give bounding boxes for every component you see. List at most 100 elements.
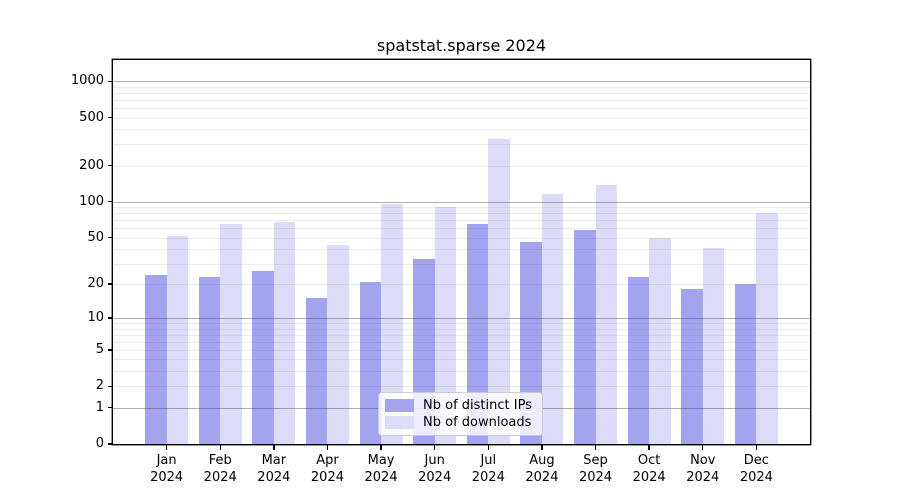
gridline-minor-5 [113, 349, 810, 351]
gridline-minor-80 [113, 213, 810, 215]
x-tick-label-month: May [367, 453, 395, 468]
bar-nb-of-downloads-mar [273, 221, 296, 444]
gridline-minor-800 [113, 92, 810, 94]
x-tick-label-month: Apr [316, 453, 339, 468]
bar-nb-of-distinct-ips-jul [466, 224, 489, 444]
y-tick-0 [107, 443, 113, 445]
x-tick-label-year: 2024 [257, 470, 291, 485]
bar-nb-of-distinct-ips-apr [305, 298, 328, 444]
gridline-minor-30 [113, 263, 810, 265]
y-tick-label-2: 2 [95, 378, 104, 394]
bar-nb-of-downloads-may [381, 203, 403, 444]
x-tick-label-month: Dec [743, 453, 769, 468]
x-tick-label-year: 2024 [310, 470, 344, 485]
gridline-minor-20 [113, 284, 810, 286]
x-tick-label-jan: Jan 2024 [135, 452, 199, 486]
bar-nb-of-downloads-apr [327, 245, 349, 444]
y-tick-5 [107, 349, 113, 351]
x-tick-label-month: Sep [583, 453, 608, 468]
bar-nb-of-distinct-ips-may [359, 281, 382, 444]
x-tick-label-sep: Sep 2024 [564, 452, 628, 486]
x-tick-label-month: Feb [208, 453, 232, 468]
x-tick-label-year: 2024 [578, 470, 613, 485]
y-tick-label-0: 0 [95, 436, 104, 451]
y-tick-label-1: 1 [95, 399, 104, 415]
y-tick-10 [107, 317, 113, 319]
x-tick-label-nov: Nov 2024 [671, 452, 735, 486]
bar-nb-of-distinct-ips-sep [574, 229, 596, 444]
y-tick-label-5: 5 [95, 341, 104, 357]
x-tick-may [380, 444, 382, 450]
x-tick-jun [433, 444, 436, 450]
x-tick-label-oct: Oct 2024 [617, 452, 681, 486]
y-tick-1 [107, 406, 113, 409]
gridline-minor-60 [113, 228, 810, 230]
gridline-minor-6 [113, 341, 810, 343]
gridline-minor-700 [113, 99, 810, 101]
gridline-minor-300 [113, 144, 810, 146]
y-tick-label-100: 100 [79, 193, 104, 209]
x-tick-label-dec: Dec 2024 [724, 452, 788, 486]
x-tick-label-month: Oct [637, 453, 661, 468]
x-tick-label-month: Nov [690, 453, 716, 468]
grid-layer [113, 60, 810, 444]
gridline-minor-70 [113, 220, 810, 222]
x-tick-feb [219, 444, 221, 450]
gridline-minor-40 [113, 249, 810, 251]
gridline-major-1000 [113, 81, 810, 83]
gridline-minor-200 [113, 165, 810, 167]
x-tick-label-year: 2024 [632, 470, 666, 485]
gridline-minor-7 [113, 334, 810, 336]
x-tick-label-apr: Apr 2024 [295, 452, 359, 486]
legend-swatch-downloads [385, 416, 414, 430]
x-tick-label-month: Aug [529, 453, 555, 468]
y-tick-label-20: 20 [87, 276, 104, 292]
x-tick-label-month: Jul [480, 453, 497, 468]
legend: Nb of distinct IPs Nb of downloads [378, 392, 543, 436]
x-tick-label-month: Mar [261, 453, 287, 468]
bar-nb-of-downloads-nov [702, 247, 725, 444]
bar-nb-of-downloads-jul [488, 139, 510, 444]
bar-nb-of-distinct-ips-jan [145, 274, 167, 444]
x-tick-label-jul: Jul 2024 [456, 452, 520, 486]
y-tick-500 [107, 116, 113, 119]
x-tick-label-year: 2024 [686, 470, 720, 485]
bar-nb-of-downloads-oct [649, 237, 671, 444]
bar-nb-of-distinct-ips-nov [681, 289, 703, 444]
legend-item-downloads: Nb of downloads [385, 415, 536, 430]
bar-nb-of-distinct-ips-feb [198, 277, 221, 444]
x-tick-label-year: 2024 [203, 470, 237, 485]
y-tick-label-10: 10 [87, 310, 104, 326]
x-tick-nov [702, 444, 704, 450]
x-tick-label-year: 2024 [471, 470, 505, 485]
y-tick-100 [107, 200, 113, 203]
bar-nb-of-downloads-jun [434, 206, 457, 444]
x-tick-apr [326, 444, 329, 450]
bar-nb-of-downloads-dec [756, 212, 778, 444]
gridline-minor-50 [113, 237, 810, 239]
x-tick-label-may: May 2024 [349, 452, 413, 486]
x-tick-jan [165, 444, 168, 450]
legend-item-distinct-ips: Nb of distinct IPs [385, 398, 536, 413]
x-tick-aug [541, 444, 543, 450]
legend-label-downloads: Nb of downloads [423, 415, 532, 431]
y-tick-label-500: 500 [79, 109, 104, 125]
gridline-minor-2 [113, 386, 810, 388]
x-tick-label-year: 2024 [739, 470, 773, 485]
y-tick-label-200: 200 [79, 157, 104, 173]
y-tick-label-50: 50 [87, 229, 104, 245]
gridline-major-10 [113, 318, 810, 320]
x-tick-jul [487, 444, 489, 450]
gridline-minor-500 [113, 117, 810, 119]
chart-title: spatstat.sparse 2024 [376, 36, 547, 55]
x-tick-oct [648, 444, 650, 450]
gridline-major-100 [113, 201, 810, 203]
gridline-minor-4 [113, 359, 810, 361]
y-tick-label-1000: 1000 [70, 73, 104, 89]
x-tick-label-year: 2024 [418, 470, 452, 485]
bar-nb-of-downloads-sep [595, 185, 618, 444]
bar-nb-of-downloads-jan [166, 235, 189, 444]
gridline-minor-900 [113, 86, 810, 88]
x-tick-label-jun: Jun 2024 [403, 452, 467, 486]
